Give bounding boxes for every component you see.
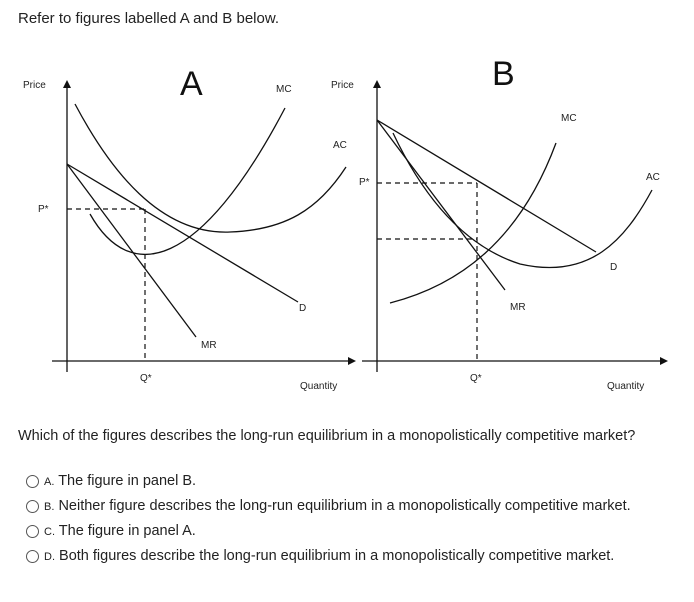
figure-b-quantity-axis-label: Quantity <box>607 381 644 392</box>
option-a[interactable]: A. The figure in panel B. <box>26 473 686 491</box>
figure-a-quantity-axis-label: Quantity <box>300 381 337 392</box>
option-a-text: The figure in panel B. <box>58 473 197 489</box>
answer-options: A. The figure in panel B. B. Neither fig… <box>26 473 686 573</box>
figure-b-mc-curve <box>389 142 557 304</box>
figure-a-ac-curve <box>74 103 347 233</box>
figure-a-demand-label: D <box>299 303 306 314</box>
figure-a-mc-curve <box>89 107 286 256</box>
option-c[interactable]: C. The figure in panel A. <box>26 523 686 541</box>
option-a-radio[interactable] <box>26 475 39 488</box>
option-c-text: The figure in panel A. <box>58 523 196 539</box>
figure-a-mc-label: MC <box>276 84 292 95</box>
figure-a-mr-curve <box>66 163 197 338</box>
option-d-text: Both figures describe the long-run equil… <box>59 548 615 564</box>
figure-b-demand-label: D <box>610 262 617 273</box>
question-text: Which of the figures describes the long-… <box>18 428 636 444</box>
option-c-radio[interactable] <box>26 525 39 538</box>
figure-a-quantity-level-label: Q* <box>140 373 152 384</box>
figure-b-mc-label: MC <box>561 113 577 124</box>
figure-a-ac-label: AC <box>333 140 347 151</box>
option-b-letter: B. <box>44 501 55 513</box>
figure-b-mr-label: MR <box>510 302 526 313</box>
intro-text: Refer to figures labelled A and B below. <box>18 10 280 27</box>
option-d[interactable]: D. Both figures describe the long-run eq… <box>26 548 686 566</box>
figure-b-quantity-level-label: Q* <box>470 373 482 384</box>
figure-a-mr-label: MR <box>201 340 217 351</box>
figure-a-panel-label: A <box>180 65 203 103</box>
figure-b-demand-curve <box>376 119 597 253</box>
figures-diagram: A Price P* Q* MC D MR AC Quantity B Pric… <box>23 55 668 392</box>
option-a-letter: A. <box>44 476 55 488</box>
figure-b-mr-curve <box>376 119 506 291</box>
option-b-text: Neither figure describes the long-run eq… <box>58 498 631 514</box>
figure-a-price-axis-label: Price <box>23 80 46 91</box>
option-b[interactable]: B. Neither figure describes the long-run… <box>26 498 686 516</box>
figure-a: A Price P* Q* MC D MR AC Quantity <box>23 65 356 392</box>
figure-b-ac-curve <box>392 132 653 269</box>
figure-b-ac-label: AC <box>646 172 660 183</box>
option-d-letter: D. <box>44 551 55 563</box>
figure-b-price-level-label: P* <box>359 177 370 188</box>
figure-b-price-axis-label: Price <box>331 80 354 91</box>
figure-a-price-level-label: P* <box>38 204 49 215</box>
figure-b-panel-label: B <box>492 55 515 93</box>
option-c-letter: C. <box>44 526 55 538</box>
figure-a-demand-curve <box>66 163 299 303</box>
figure-b: B Price P* Q* MC AC D MR Quantity <box>331 55 668 392</box>
option-d-radio[interactable] <box>26 550 39 563</box>
option-b-radio[interactable] <box>26 500 39 513</box>
